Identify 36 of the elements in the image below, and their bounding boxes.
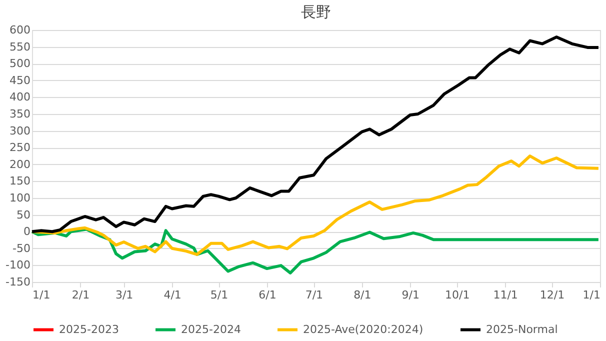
legend-label: 2025-2024 xyxy=(181,322,241,336)
y-tick-label: 200 xyxy=(10,158,30,171)
y-tick-label: 0 xyxy=(24,225,30,238)
y-tick-label: 250 xyxy=(10,141,30,154)
y-tick-label: 400 xyxy=(10,90,30,104)
x-tick-label: 1/1 xyxy=(582,288,600,302)
legend-label: 2025-Ave(2020:2024) xyxy=(303,322,424,336)
y-tick-label: 50 xyxy=(16,208,30,222)
y-tick-label: -100 xyxy=(6,258,30,272)
chart-title: 長野 xyxy=(301,3,331,21)
line-series xyxy=(30,36,600,234)
x-tick-label: 3/1 xyxy=(115,288,134,302)
x-tick-label: 2/1 xyxy=(72,288,90,302)
x-tick-label: 7/1 xyxy=(305,288,324,302)
legend-label: 2025-2023 xyxy=(59,322,119,336)
y-tick-label: 350 xyxy=(10,108,30,120)
x-tick-label: 10/1 xyxy=(444,288,470,302)
y-tick-label: -150 xyxy=(6,276,30,288)
x-tick-label: 9/1 xyxy=(402,288,420,302)
x-tick-label: 4/1 xyxy=(164,288,182,302)
x-tick-label: 6/1 xyxy=(258,288,276,302)
y-tick-label: -50 xyxy=(12,242,30,255)
line-series xyxy=(30,228,600,274)
x-tick-label: 12/1 xyxy=(540,288,565,302)
y-tick-label: 550 xyxy=(10,40,30,54)
x-tick-label: 8/1 xyxy=(354,288,372,302)
x-tick-label: 11/1 xyxy=(493,288,518,302)
y-tick-label: 450 xyxy=(10,74,30,87)
y-tick-label: 150 xyxy=(10,174,30,188)
x-tick-label: 5/1 xyxy=(210,288,228,302)
y-tick-label: 600 xyxy=(10,24,30,36)
y-tick-label: 300 xyxy=(10,124,30,138)
x-tick-label: 1/1 xyxy=(32,288,50,302)
y-tick-label: 500 xyxy=(10,57,30,70)
y-tick-label: 100 xyxy=(10,192,30,204)
legend-label: 2025-Normal xyxy=(486,322,558,336)
